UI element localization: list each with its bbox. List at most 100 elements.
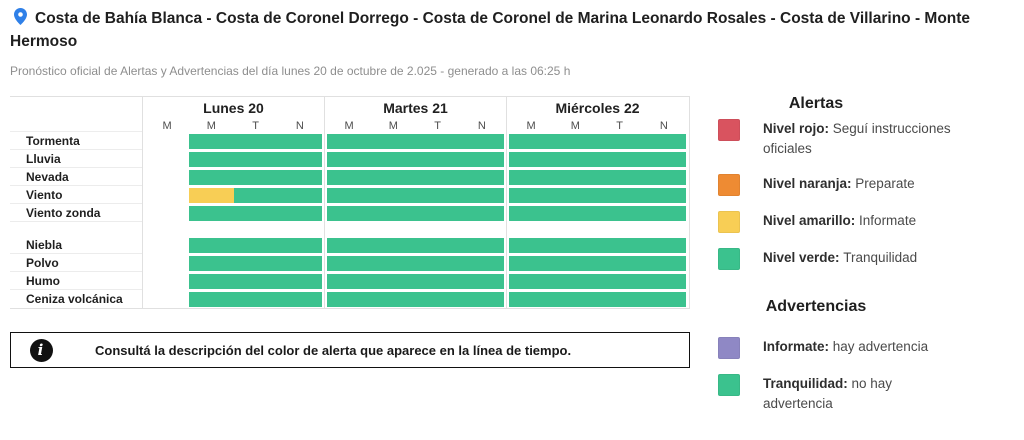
timeline-cell-green[interactable]: [597, 273, 642, 289]
timeline-cell-green[interactable]: [233, 169, 278, 185]
timeline-cell-green[interactable]: [415, 255, 460, 271]
timeline-cell-green[interactable]: [459, 205, 504, 221]
timeline-cell-green[interactable]: [327, 133, 372, 149]
timeline-cell-green[interactable]: [327, 151, 372, 167]
timeline-cell-none[interactable]: [145, 274, 189, 289]
timeline-cell-green[interactable]: [371, 237, 416, 253]
timeline-cell-none[interactable]: [145, 188, 189, 203]
timeline-cell-green[interactable]: [641, 133, 686, 149]
timeline-cell-green[interactable]: [509, 151, 554, 167]
timeline-cell-green[interactable]: [641, 151, 686, 167]
timeline-cell-green[interactable]: [327, 187, 372, 203]
timeline-cell-green[interactable]: [327, 255, 372, 271]
timeline-cell-green[interactable]: [553, 273, 598, 289]
timeline-cell-green[interactable]: [509, 273, 554, 289]
timeline-cell-green[interactable]: [277, 273, 322, 289]
timeline-cell-green[interactable]: [233, 273, 278, 289]
timeline-cell-green[interactable]: [459, 187, 504, 203]
timeline-cell-green[interactable]: [277, 133, 322, 149]
timeline-cell-green[interactable]: [509, 133, 554, 149]
timeline-cell-green[interactable]: [233, 291, 278, 307]
timeline-cell-green[interactable]: [597, 291, 642, 307]
timeline-cell-green[interactable]: [641, 187, 686, 203]
timeline-cell-green[interactable]: [641, 169, 686, 185]
timeline-cell-green[interactable]: [277, 237, 322, 253]
timeline-cell-green[interactable]: [371, 273, 416, 289]
timeline-cell-green[interactable]: [277, 205, 322, 221]
timeline-cell-green[interactable]: [371, 187, 416, 203]
timeline-cell-green[interactable]: [459, 291, 504, 307]
timeline-cell-green[interactable]: [459, 133, 504, 149]
timeline-cell-green[interactable]: [233, 237, 278, 253]
timeline-cell-green[interactable]: [459, 237, 504, 253]
timeline-cell-green[interactable]: [233, 187, 278, 203]
timeline-cell-green[interactable]: [597, 151, 642, 167]
timeline-cell-green[interactable]: [189, 237, 234, 253]
timeline-cell-green[interactable]: [553, 151, 598, 167]
timeline-cell-none[interactable]: [145, 170, 189, 185]
timeline-cell-green[interactable]: [509, 291, 554, 307]
timeline-cell-green[interactable]: [371, 151, 416, 167]
timeline-cell-green[interactable]: [415, 151, 460, 167]
timeline-cell-green[interactable]: [189, 133, 234, 149]
timeline-cell-green[interactable]: [233, 151, 278, 167]
timeline-cell-green[interactable]: [327, 291, 372, 307]
timeline-cell-green[interactable]: [415, 237, 460, 253]
timeline-cell-green[interactable]: [459, 273, 504, 289]
timeline-cell-green[interactable]: [641, 273, 686, 289]
timeline-cell-green[interactable]: [189, 169, 234, 185]
timeline-cell-none[interactable]: [145, 134, 189, 149]
timeline-cell-green[interactable]: [597, 205, 642, 221]
timeline-cell-green[interactable]: [371, 255, 416, 271]
timeline-cell-green[interactable]: [509, 205, 554, 221]
timeline-cell-green[interactable]: [509, 237, 554, 253]
timeline-cell-green[interactable]: [459, 169, 504, 185]
timeline-cell-green[interactable]: [277, 151, 322, 167]
timeline-cell-yellow[interactable]: [189, 187, 234, 203]
timeline-cell-green[interactable]: [553, 255, 598, 271]
timeline-cell-green[interactable]: [509, 187, 554, 203]
timeline-cell-green[interactable]: [415, 187, 460, 203]
timeline-cell-none[interactable]: [145, 206, 189, 221]
timeline-cell-green[interactable]: [553, 133, 598, 149]
timeline-cell-green[interactable]: [189, 151, 234, 167]
timeline-cell-green[interactable]: [371, 133, 416, 149]
timeline-cell-green[interactable]: [371, 205, 416, 221]
timeline-cell-green[interactable]: [233, 205, 278, 221]
timeline-cell-green[interactable]: [553, 205, 598, 221]
timeline-cell-green[interactable]: [415, 205, 460, 221]
timeline-cell-green[interactable]: [371, 169, 416, 185]
timeline-cell-green[interactable]: [553, 237, 598, 253]
timeline-cell-green[interactable]: [553, 187, 598, 203]
timeline-cell-green[interactable]: [641, 255, 686, 271]
timeline-cell-green[interactable]: [277, 255, 322, 271]
timeline-cell-none[interactable]: [145, 152, 189, 167]
timeline-cell-green[interactable]: [597, 255, 642, 271]
timeline-cell-green[interactable]: [459, 151, 504, 167]
timeline-cell-green[interactable]: [459, 255, 504, 271]
timeline-cell-green[interactable]: [371, 291, 416, 307]
timeline-cell-none[interactable]: [145, 292, 189, 307]
timeline-cell-green[interactable]: [553, 169, 598, 185]
timeline-cell-green[interactable]: [189, 273, 234, 289]
timeline-cell-green[interactable]: [641, 205, 686, 221]
timeline-cell-green[interactable]: [327, 237, 372, 253]
timeline-cell-green[interactable]: [553, 291, 598, 307]
timeline-cell-green[interactable]: [509, 169, 554, 185]
timeline-cell-green[interactable]: [415, 291, 460, 307]
timeline-cell-green[interactable]: [415, 169, 460, 185]
timeline-cell-green[interactable]: [641, 237, 686, 253]
timeline-cell-green[interactable]: [597, 187, 642, 203]
timeline-cell-green[interactable]: [597, 133, 642, 149]
timeline-cell-green[interactable]: [597, 169, 642, 185]
timeline-cell-green[interactable]: [327, 205, 372, 221]
timeline-cell-green[interactable]: [415, 273, 460, 289]
timeline-cell-green[interactable]: [509, 255, 554, 271]
timeline-cell-green[interactable]: [189, 291, 234, 307]
timeline-cell-green[interactable]: [233, 133, 278, 149]
timeline-cell-green[interactable]: [415, 133, 460, 149]
timeline-cell-green[interactable]: [597, 237, 642, 253]
timeline-cell-green[interactable]: [327, 273, 372, 289]
timeline-cell-green[interactable]: [233, 255, 278, 271]
timeline-cell-green[interactable]: [277, 187, 322, 203]
